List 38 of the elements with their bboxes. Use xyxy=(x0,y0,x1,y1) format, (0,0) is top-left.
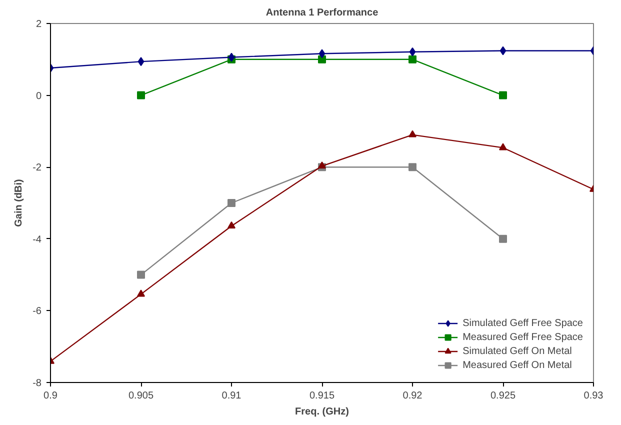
point xyxy=(500,46,506,56)
point xyxy=(228,199,236,207)
point xyxy=(228,221,236,228)
legend-label: Simulated Geff Free Space xyxy=(462,316,583,330)
x-tick-label: 0.92 xyxy=(402,390,423,402)
point xyxy=(408,55,416,64)
y-tick-label: -6 xyxy=(32,306,42,318)
legend-label: Measured Geff Free Space xyxy=(462,330,583,344)
x-axis-title: Freq. (GHz) xyxy=(295,406,349,418)
x-tick-label: 0.93 xyxy=(584,390,604,402)
point xyxy=(137,270,145,279)
point xyxy=(408,163,416,172)
chart-title: Antenna 1 Performance xyxy=(266,8,379,18)
point xyxy=(318,161,326,169)
point xyxy=(499,234,507,243)
x-tick-label: 0.915 xyxy=(309,390,335,402)
y-tick-label: 2 xyxy=(36,19,42,30)
x-tick-label: 0.905 xyxy=(128,390,154,402)
x-tick-label: 0.91 xyxy=(222,390,242,402)
point xyxy=(499,143,507,150)
y-tick-label: 0 xyxy=(36,90,42,102)
point xyxy=(137,290,145,297)
y-tick-label: -4 xyxy=(32,234,42,246)
y-axis-title: Gain (dBi) xyxy=(14,179,25,227)
point xyxy=(138,57,144,66)
point xyxy=(228,52,235,62)
point xyxy=(318,49,326,58)
legend-label: Simulated Geff On Metal xyxy=(462,344,572,358)
legend-label: Measured Geff On Metal xyxy=(462,358,572,372)
y-tick-label: -8 xyxy=(32,378,42,389)
point xyxy=(409,47,416,56)
x-tick-label: 0.925 xyxy=(490,390,516,402)
y-tick-label: -2 xyxy=(32,162,42,174)
point xyxy=(137,91,145,100)
point xyxy=(318,55,326,64)
point xyxy=(408,130,416,138)
point xyxy=(499,91,507,100)
x-tick-label: 0.9 xyxy=(44,390,58,402)
